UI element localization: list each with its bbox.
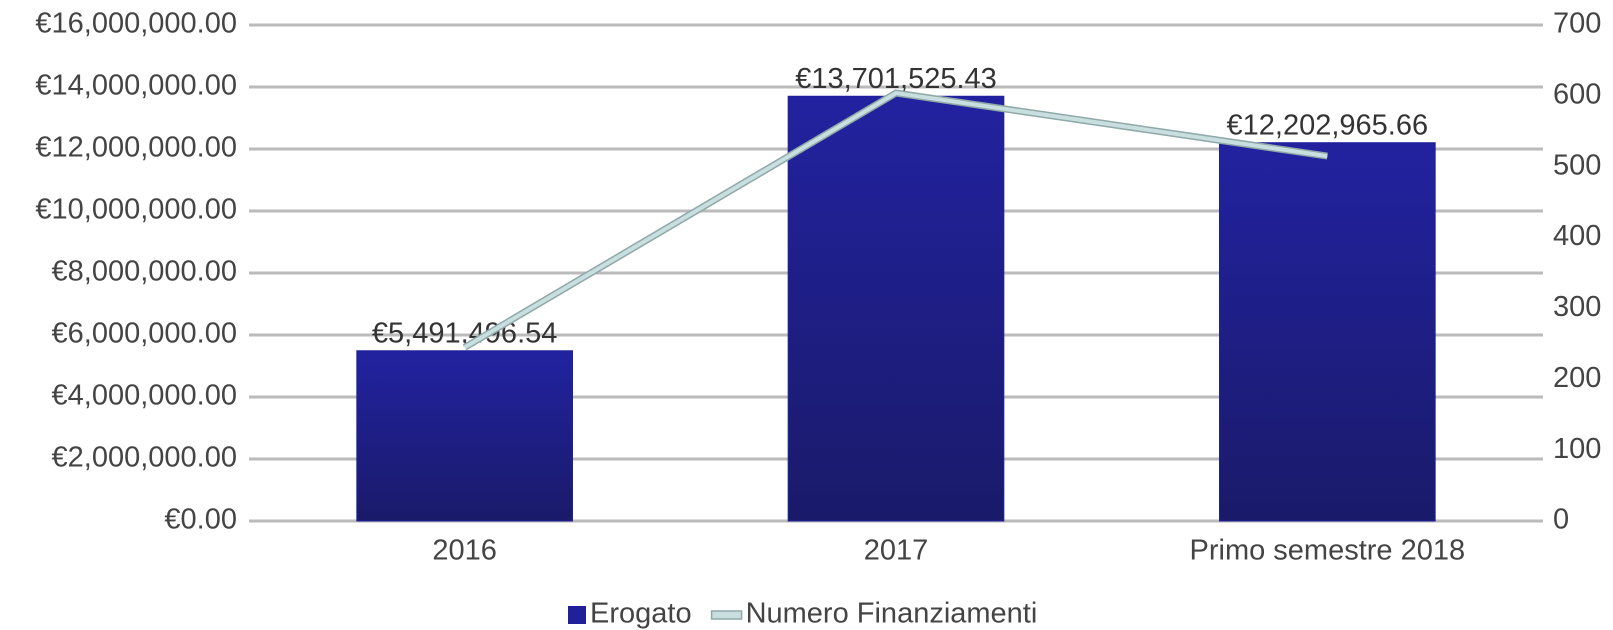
y2-tick-label: 200: [1553, 362, 1601, 394]
legend-swatch: [568, 606, 586, 624]
y-tick-label: €2,000,000.00: [52, 442, 237, 474]
y2-tick-label: 600: [1553, 79, 1601, 111]
x-tick-label: 2017: [864, 535, 929, 567]
y-tick-label: €4,000,000.00: [52, 380, 237, 412]
y-tick-label: €12,000,000.00: [35, 132, 237, 164]
y2-tick-label: 300: [1553, 291, 1601, 323]
legend-swatch: [710, 610, 743, 620]
y-tick-label: €6,000,000.00: [52, 318, 237, 350]
y2-tick-label: 400: [1553, 220, 1601, 252]
value-label: €12,202,965.66: [1227, 109, 1429, 141]
legend-label: Numero Finanziamenti: [746, 598, 1038, 630]
bar: [356, 350, 574, 522]
x-tick-label: Primo semestre 2018: [1190, 535, 1466, 567]
y2-tick-label: 100: [1553, 433, 1601, 465]
bar: [1219, 142, 1436, 522]
y-tick-label: €14,000,000.00: [35, 70, 237, 102]
y-tick-label: €16,000,000.00: [35, 8, 237, 40]
legend-label: Erogato: [590, 598, 692, 630]
bar: [787, 95, 1005, 522]
y-tick-label: €10,000,000.00: [35, 194, 237, 226]
y2-tick-label: 0: [1553, 504, 1569, 536]
line: [463, 90, 1328, 350]
x-tick-label: 2016: [432, 535, 497, 567]
y2-tick-label: 500: [1553, 149, 1601, 181]
y2-tick-label: 700: [1553, 8, 1601, 40]
y-tick-label: €8,000,000.00: [52, 256, 237, 288]
y-tick-label: €0.00: [164, 504, 237, 536]
